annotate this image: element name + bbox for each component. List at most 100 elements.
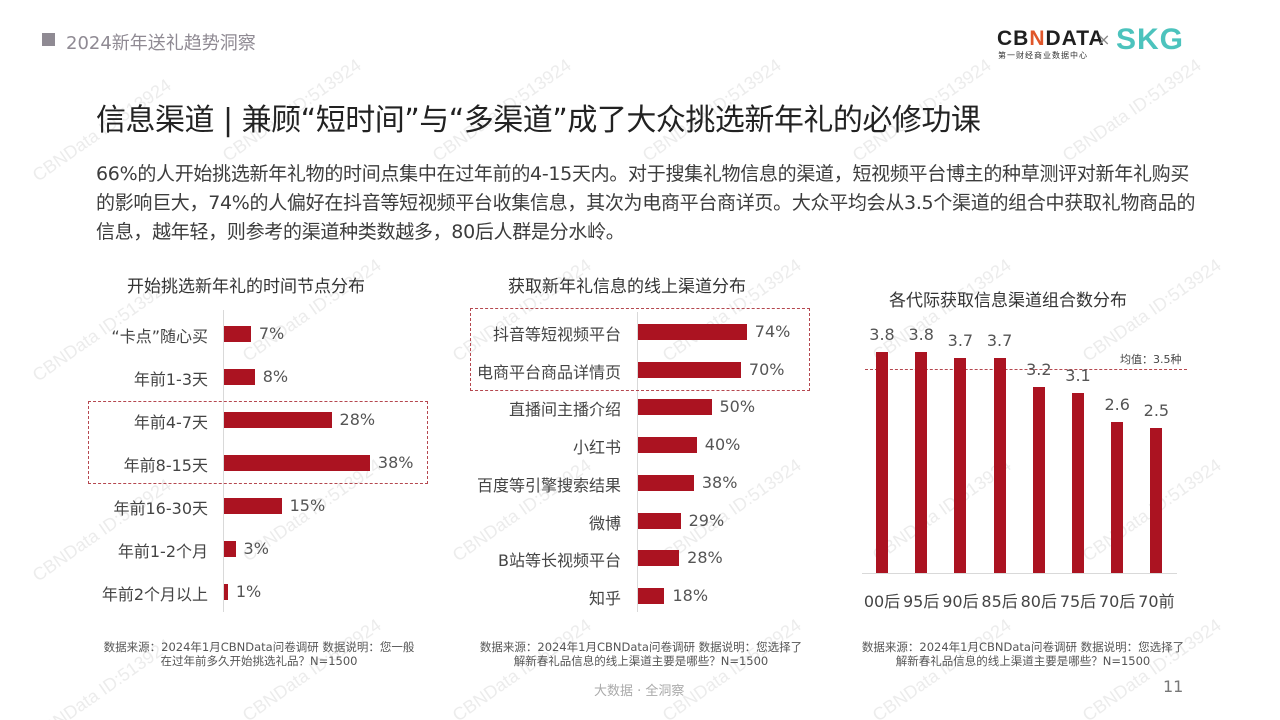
bar-category-label: 年前2个月以上 [101,585,208,604]
section-marker-icon [42,33,55,46]
chart2-title: 获取新年礼信息的线上渠道分布 [508,277,746,297]
bar [876,351,888,573]
bar-category-label: 知乎 [588,588,621,608]
section-title: 2024新年送礼趋势洞察 [66,33,256,54]
bar-category-label: 微博 [588,513,621,533]
bar-label-wrap: 年前1-2个月 [0,541,208,561]
bar-label-wrap: 电商平台商品详情页 [0,362,621,382]
bar-label-wrap: 百度等引擎搜索结果 [0,475,621,495]
bar [1072,392,1084,573]
bar-value-label: 29% [688,510,725,530]
bar-value-label: 28% [339,410,376,429]
cbndata-logo: CBNDATA [997,27,1105,51]
bar-category-label: 80后 [1020,592,1057,611]
bar [224,455,370,471]
bar-label-wrap: 直播间主播介绍 [0,399,621,420]
bar-category-label: 抖音等短视频平台 [492,325,621,344]
bar [224,326,251,342]
mean-reference-label: 均值：3.5种 [1120,353,1182,367]
logo-separator: × [1097,30,1111,49]
bar-value-label: 15% [289,496,326,515]
bar-value-label: 50% [719,397,756,417]
bar-value-label: 3.8 [908,324,934,344]
bar-category-label: 75后 [1059,592,1097,611]
logo-text-post: DATA [1045,27,1105,50]
bar-category-label: 电商平台商品详情页 [476,362,621,382]
bar [954,357,967,573]
bar-value-label: 8% [262,367,289,386]
bar-value-label: 1% [235,582,262,601]
bar-value-label: 3.7 [947,330,974,350]
bar-value-label: 18% [672,585,709,605]
watermark-text: CBNData ID:513924 [1058,54,1205,166]
bar-category-label: 00后 [863,592,901,611]
bar-label-wrap: 年前4-7天 [0,412,208,432]
page-title: 信息渠道 | 兼顾“短时间”与“多渠道”成了大众挑选新年礼的必修功课 [96,103,981,138]
bar [224,369,255,385]
bar-value-label: 38% [377,453,414,472]
bar [224,584,228,600]
bar [1150,427,1163,573]
bar-category-label: 年前4-7天 [133,413,208,432]
bar-category-label: 95后 [903,592,940,611]
bar-value-label: 7% [258,324,285,343]
highlight-box [88,401,428,484]
bar-value-label: 3.1 [1065,365,1091,385]
skg-logo: SKG [1116,23,1185,56]
mean-reference-line [865,369,1187,371]
bar-value-label: 3.8 [869,324,895,344]
highlight-box [470,308,810,391]
bar [1032,386,1045,573]
bar-category-label: 年前1-3天 [133,370,208,389]
bar-label-wrap: 抖音等短视频平台 [0,324,621,344]
bar-category-label: 85后 [981,592,1018,611]
chart3-note: 数据来源：2024年1月CBNData问卷调研 数据说明：您选择了解新春礼品信息… [861,640,1185,668]
bar-label-wrap: 年前8-15天 [0,455,208,475]
bar-category-label: B站等长视频平台 [498,551,621,571]
bar [638,437,697,454]
bar [915,351,928,573]
bar [638,399,712,416]
watermark-text: CBNData ID:513924 [658,454,805,566]
bar-category-label: 小红书 [572,438,621,458]
bar-label-wrap: “卡点”随心买 [0,326,208,346]
bar-category-label: 百度等引擎搜索结果 [476,475,621,495]
bar-category-label: 90后 [942,592,979,611]
bar [638,512,681,529]
bar-category-label: 年前8-15天 [123,456,208,475]
x-axis-line [862,573,1177,574]
page-number: 11 [1163,677,1184,696]
bar-category-label: 直播间主播介绍 [508,400,621,420]
chart1-note: 数据来源：2024年1月CBNData问卷调研 数据说明：您一般在过年前多久开始… [103,640,415,668]
bar-value-label: 3.7 [986,330,1013,350]
logo-text-n: N [1029,27,1046,50]
bar-label-wrap: 年前2个月以上 [0,584,208,604]
summary-paragraph: 66%的人开始挑选新年礼物的时间点集中在过年前的4-15天内。对于搜集礼物信息的… [96,163,1196,243]
bar [638,587,665,604]
bar-category-label: 70后 [1099,592,1136,611]
chart3-title: 各代际获取信息渠道组合数分布 [889,291,1127,311]
chart1-title: 开始挑选新年礼的时间节点分布 [127,277,365,297]
chart2-note: 数据来源：2024年1月CBNData问卷调研 数据说明：您选择了解新春礼品信息… [479,640,803,668]
bar-value-label: 3.2 [1026,359,1052,379]
y-axis-line [223,310,224,612]
bar-category-label: 年前1-2个月 [117,542,208,561]
bar [224,541,236,557]
bar-value-label: 74% [754,322,791,341]
bar [224,498,282,514]
logo-text-pre: CB [997,27,1030,50]
bar [1111,421,1124,573]
cbndata-logo-subtitle: 第一财经商业数据中心 [998,51,1088,60]
bar-label-wrap: 年前1-3天 [0,369,208,389]
bar-category-label: “卡点”随心买 [111,327,208,346]
bar [638,361,741,378]
bar-value-label: 3% [243,539,269,558]
bar-category-label: 70前 [1138,592,1175,611]
bar-value-label: 40% [704,435,741,455]
bar-category-label: 年前16-30天 [113,499,209,518]
bar [638,474,694,491]
bar [993,357,1006,573]
y-axis-line [637,312,638,612]
footer-slogan: 大数据 · 全洞察 [594,684,685,699]
bar [224,412,332,428]
